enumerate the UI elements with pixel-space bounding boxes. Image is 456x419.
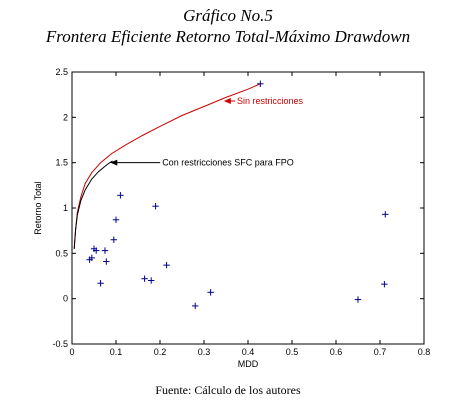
x-tick-label: 0.2	[154, 347, 167, 357]
annotation-1: Con restricciones SFC para FPO	[110, 158, 294, 168]
figure-title-line1: Gráfico No.5	[183, 6, 273, 25]
annotation-label: Sin restricciones	[237, 96, 304, 106]
x-tick-label: 0.1	[110, 347, 123, 357]
x-tick-label: 0.5	[286, 347, 299, 357]
scatter-point	[110, 236, 117, 243]
y-tick-label: 1.5	[55, 158, 68, 168]
x-tick-label: 0	[69, 347, 74, 357]
annotations: Sin restricciones Con restricciones SFC p…	[110, 96, 304, 168]
scatter-point	[207, 289, 214, 296]
y-tick-label: -0.5	[52, 339, 68, 349]
annotation-label: Con restricciones SFC para FPO	[162, 158, 294, 168]
scatter-point	[148, 277, 155, 284]
scatter-point	[97, 280, 104, 287]
y-tick-label: 2.5	[55, 67, 68, 77]
scatter-point	[257, 80, 264, 87]
scatter-point	[117, 192, 124, 199]
x-tick-label: 0.6	[330, 347, 343, 357]
x-tick-label: 0.7	[374, 347, 387, 357]
y-axis-label: Retorno Total	[33, 181, 43, 234]
scatter-point	[88, 254, 95, 262]
figure-title-line2: Frontera Eficiente Retorno Total-Máximo …	[45, 27, 411, 46]
frontier-line-unrestricted	[73, 83, 261, 249]
scatter-point	[141, 275, 148, 282]
y-tick-label: 2	[63, 112, 68, 122]
figure-source: Fuente: Cálculo de los autores	[155, 383, 301, 397]
x-tick-label: 0.4	[242, 347, 255, 357]
scatter-point	[103, 258, 110, 265]
annotation-arrowhead	[223, 98, 231, 105]
annotation-arrowhead	[110, 159, 118, 166]
annotation-0: Sin restricciones	[223, 96, 304, 106]
series-lines	[73, 83, 261, 249]
scatter-point	[101, 247, 109, 254]
scatter-point	[382, 211, 389, 218]
plot-frame	[71, 71, 425, 345]
frontier-line-restricted	[73, 160, 113, 249]
scatter-point	[381, 280, 388, 288]
y-tick-label: 0.5	[55, 248, 68, 258]
y-tick-label: 0	[63, 294, 68, 304]
x-tick-label: 0.3	[198, 347, 211, 357]
x-axis-label: MDD	[238, 359, 259, 369]
x-tick-label: 0.8	[418, 347, 431, 357]
y-tick-label: 1	[63, 203, 68, 213]
scatter-point	[152, 202, 159, 210]
scatter-point	[112, 216, 120, 223]
scatter-point	[192, 302, 199, 310]
scatter-points	[86, 80, 389, 310]
scatter-point	[354, 296, 362, 303]
scatter-point	[163, 261, 170, 269]
scatter-point	[93, 247, 100, 254]
axes: 0 0.1 0.2 0.3 0.4 0.5 0.6 0.7 0.8-0.500.511.522.…	[33, 67, 430, 369]
